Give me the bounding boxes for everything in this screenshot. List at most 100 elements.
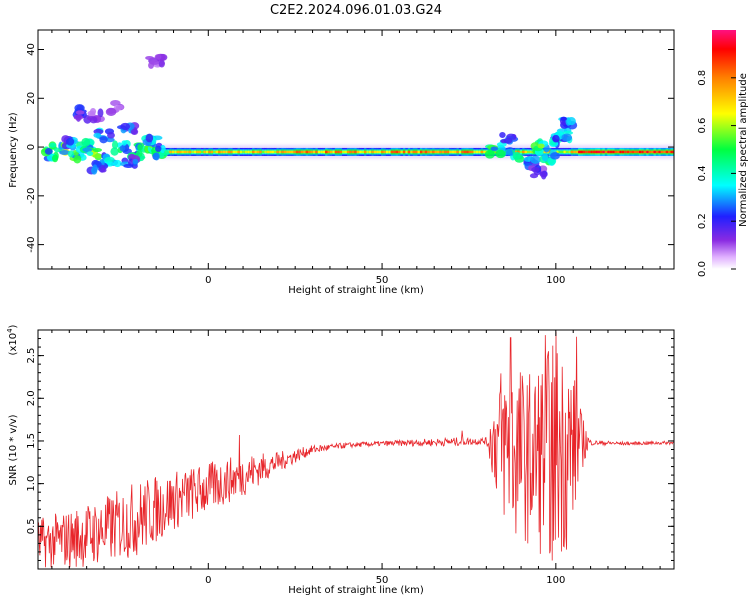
spectrogram-cell xyxy=(400,150,404,154)
spectrogram-x-label: Height of straight line (km) xyxy=(288,285,424,296)
spectrogram-cell xyxy=(312,150,316,154)
spectrogram-cell xyxy=(220,150,224,154)
spectrogram-cell xyxy=(529,150,533,154)
spectrogram-cell xyxy=(339,150,343,154)
spectrogram-cell xyxy=(378,150,382,154)
spectrogram-cell xyxy=(454,150,457,154)
spectrogram-cell xyxy=(668,150,671,154)
spectrogram-cell xyxy=(393,150,396,154)
spectrogram-blob xyxy=(67,150,75,158)
y-tick-label: -20 xyxy=(26,188,37,204)
spectrogram-blob xyxy=(153,152,160,161)
spectrogram-cell xyxy=(412,150,416,154)
spectrogram-blob xyxy=(99,136,108,144)
spectrogram-cell xyxy=(653,150,657,154)
spectrogram-cell xyxy=(200,150,204,154)
spectrogram-cell xyxy=(468,150,472,154)
spectrogram-blob xyxy=(75,110,85,115)
snr-x-label: Height of straight line (km) xyxy=(288,585,424,596)
spectrogram-cell xyxy=(626,150,630,154)
spectrogram-cell xyxy=(196,150,199,154)
spectrogram-cell xyxy=(188,150,192,154)
spectrogram-blob xyxy=(135,149,143,157)
spectrogram-cell xyxy=(592,150,596,154)
spectrogram-cell xyxy=(359,150,362,154)
spectrogram-cell xyxy=(334,150,338,154)
spectrogram-cell xyxy=(332,150,336,154)
spectrogram-blob xyxy=(49,142,57,148)
spectrogram-cell xyxy=(441,150,445,154)
spectrogram-cell xyxy=(205,150,209,154)
spectrogram-blob xyxy=(92,153,104,159)
spectrogram-cell xyxy=(439,150,443,154)
spectrogram-cell xyxy=(526,150,530,154)
snr-y-scale-base: (x10 xyxy=(8,333,19,356)
spectrogram-blob xyxy=(542,153,549,162)
colorbar-tick-label: 0.4 xyxy=(697,165,708,181)
spectrogram-blob xyxy=(158,59,165,68)
spectrogram-blob xyxy=(552,134,560,143)
x-tick-label: 50 xyxy=(376,575,389,586)
spectrogram-cell xyxy=(449,150,452,154)
spectrogram-cell xyxy=(371,150,375,154)
spectrogram-cell xyxy=(634,150,637,154)
spectrogram-cell xyxy=(300,150,304,154)
spectrogram-blob xyxy=(121,140,127,146)
spectrogram-blob xyxy=(81,137,91,147)
spectrogram-cell xyxy=(215,150,219,154)
spectrogram-blob xyxy=(137,143,143,151)
colorbar-tick-label: 0.0 xyxy=(697,261,708,277)
spectrogram-blob xyxy=(490,146,499,151)
spectrogram-cell xyxy=(405,150,409,154)
spectrogram-cell xyxy=(463,150,467,154)
spectrogram-cell xyxy=(434,150,438,154)
spectrogram-blob xyxy=(105,107,117,116)
spectrogram-cell xyxy=(614,150,618,154)
spectrogram-cell xyxy=(271,150,275,154)
spectrogram-cell xyxy=(193,150,197,154)
spectrogram-cell xyxy=(310,150,314,154)
spectrogram-cell xyxy=(432,150,435,154)
spectrogram-cell xyxy=(629,150,632,154)
spectrogram-cell xyxy=(473,150,477,154)
snr-y-label: SNR (10 * v/v) xyxy=(8,414,19,485)
spectrogram-border xyxy=(37,29,675,270)
spectrogram-cell xyxy=(342,150,345,154)
spectrogram-blob xyxy=(154,54,162,60)
spectrogram-cell xyxy=(376,150,379,154)
spectrogram-blob xyxy=(503,137,513,144)
spectrogram-cell xyxy=(444,150,448,154)
spectrogram-cell xyxy=(556,150,559,154)
spectrogram-cell xyxy=(612,150,615,154)
spectrogram-cell xyxy=(225,150,229,154)
spectrogram-blob xyxy=(92,147,103,153)
spectrogram-blob xyxy=(115,104,124,110)
spectrogram-blob xyxy=(113,159,122,168)
y-tick-label: 1.0 xyxy=(26,476,37,492)
spectrogram-blob xyxy=(82,147,93,153)
spectrogram-cell xyxy=(388,150,392,154)
spectrogram-cell xyxy=(232,150,236,154)
spectrogram-blob xyxy=(537,143,545,149)
y-tick-label: 2.5 xyxy=(26,348,37,364)
spectrogram-blob xyxy=(163,149,170,156)
spectrogram-y-label: Frequency (Hz) xyxy=(8,112,19,188)
spectrogram-blob xyxy=(505,149,513,156)
spectrogram-cell xyxy=(239,150,243,154)
spectrogram-cell xyxy=(363,150,367,154)
spectrogram-blob xyxy=(52,154,59,163)
spectrogram-cell xyxy=(398,150,401,154)
spectrogram-blob xyxy=(495,149,506,159)
spectrogram-blob xyxy=(119,145,126,152)
spectrogram-blob xyxy=(92,164,98,173)
spectrogram-cell xyxy=(244,150,248,154)
spectrogram-cell xyxy=(587,150,591,154)
spectrogram-cell xyxy=(176,150,180,154)
spectrogram-ticks: 0 50 100 40 20 0 -20 -40 xyxy=(26,30,674,286)
colorbar-tick-label: 0.6 xyxy=(697,118,708,134)
spectrogram-cell xyxy=(329,150,333,154)
spectrogram-cell xyxy=(264,150,268,154)
snr-series-line xyxy=(38,331,674,568)
spectrogram-cell xyxy=(242,150,246,154)
spectrogram-cell xyxy=(381,150,384,154)
